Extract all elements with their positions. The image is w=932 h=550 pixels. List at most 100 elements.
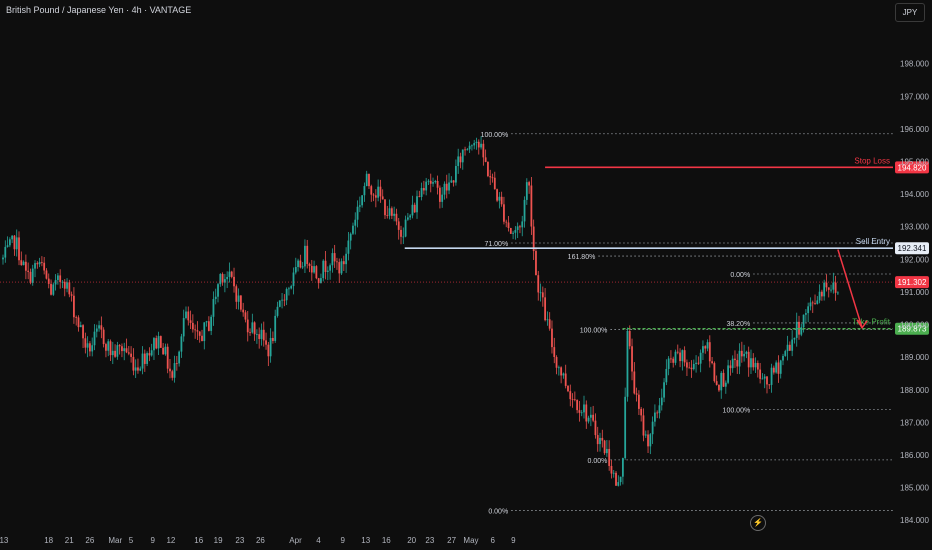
candle-body <box>676 351 679 353</box>
candle-body <box>761 378 764 380</box>
candle-body <box>196 330 199 332</box>
candle-body <box>342 261 345 265</box>
candle-body <box>310 265 313 273</box>
candle-body <box>756 362 759 370</box>
candle-body <box>519 226 521 228</box>
candle-body <box>404 219 407 237</box>
candle-body <box>557 367 560 369</box>
candle-body <box>171 371 174 378</box>
candle-body <box>61 281 64 283</box>
candle-body <box>830 289 832 291</box>
candle-body <box>189 320 192 323</box>
candle-body <box>539 292 542 294</box>
candle-body <box>647 434 649 447</box>
candle-body <box>269 337 272 357</box>
candle-body <box>251 322 254 333</box>
candle-body <box>130 353 132 357</box>
candle-body <box>418 196 421 198</box>
candle-body <box>553 347 556 358</box>
candle-body <box>150 350 153 356</box>
candle-body <box>212 299 215 317</box>
candle-body <box>98 325 100 329</box>
candle-body <box>290 286 293 289</box>
candle-body <box>772 367 775 373</box>
candle-body <box>393 213 396 216</box>
candle-body <box>491 177 494 179</box>
candle-body <box>482 143 485 158</box>
candle-body <box>146 353 149 364</box>
candle-body <box>377 186 380 198</box>
candle-body <box>683 350 686 363</box>
candle-body <box>390 208 393 216</box>
lightning-icon[interactable]: ⚡ <box>750 515 766 531</box>
candle-body <box>480 143 482 148</box>
candle-body <box>459 156 462 163</box>
candle-body <box>791 339 794 351</box>
candle-body <box>95 328 98 332</box>
candle-body <box>663 382 665 398</box>
candle-body <box>777 362 780 374</box>
candle-body <box>93 331 96 346</box>
candle-body <box>697 362 700 364</box>
candle-body <box>207 321 210 331</box>
candle-body <box>768 384 771 386</box>
candle-body <box>498 196 501 201</box>
candle-body <box>246 319 249 333</box>
candle-body <box>173 363 176 378</box>
candle-body <box>688 367 691 369</box>
candle-body <box>134 367 137 371</box>
candle-body <box>324 260 327 272</box>
candle-body <box>720 372 723 391</box>
candle-body <box>473 143 476 146</box>
x-tick-label: May <box>463 536 478 545</box>
candle-body <box>823 282 826 297</box>
candle-body <box>500 196 503 205</box>
candle-body <box>443 183 446 195</box>
candle-body <box>285 288 288 301</box>
candle-body <box>832 282 835 290</box>
candle-body <box>464 149 466 151</box>
candle-body <box>354 219 357 226</box>
x-tick-label: 12 <box>166 536 175 545</box>
candle-body <box>628 331 631 347</box>
candle-body <box>573 399 576 401</box>
candle-body <box>644 434 647 436</box>
x-tick-label: 18 <box>44 536 53 545</box>
candle-body <box>178 351 181 364</box>
candle-body <box>496 189 498 201</box>
candle-body <box>514 230 517 233</box>
candle-body <box>571 399 574 400</box>
candle-body <box>347 240 350 254</box>
candle-body <box>116 345 119 357</box>
candle-body <box>374 195 377 198</box>
candle-body <box>432 182 434 184</box>
candle-body <box>448 182 450 191</box>
candle-body <box>708 342 711 362</box>
candle-body <box>2 257 4 260</box>
candle-body <box>576 399 579 411</box>
candle-body <box>420 188 423 197</box>
candle-body <box>379 186 382 197</box>
candle-body <box>548 319 551 329</box>
price-level-label: Take Profit <box>852 318 891 327</box>
candle-body <box>38 261 41 265</box>
candle-body <box>718 384 720 391</box>
candle-body <box>214 296 217 300</box>
currency-button[interactable]: JPY <box>895 3 925 22</box>
candle-body <box>567 385 569 392</box>
price-level-value: 192.341 <box>898 244 927 253</box>
candle-body <box>386 215 389 217</box>
candle-body <box>22 261 25 266</box>
candle-body <box>763 376 766 379</box>
candle-body <box>523 199 526 222</box>
candle-body <box>20 260 23 266</box>
candle-body <box>329 265 331 271</box>
candle-body <box>308 263 311 266</box>
candle-body <box>89 343 91 352</box>
candle-body <box>313 266 315 273</box>
candle-body <box>489 176 492 178</box>
candle-body <box>239 295 242 310</box>
candle-body <box>416 196 418 213</box>
candle-body <box>157 336 160 349</box>
